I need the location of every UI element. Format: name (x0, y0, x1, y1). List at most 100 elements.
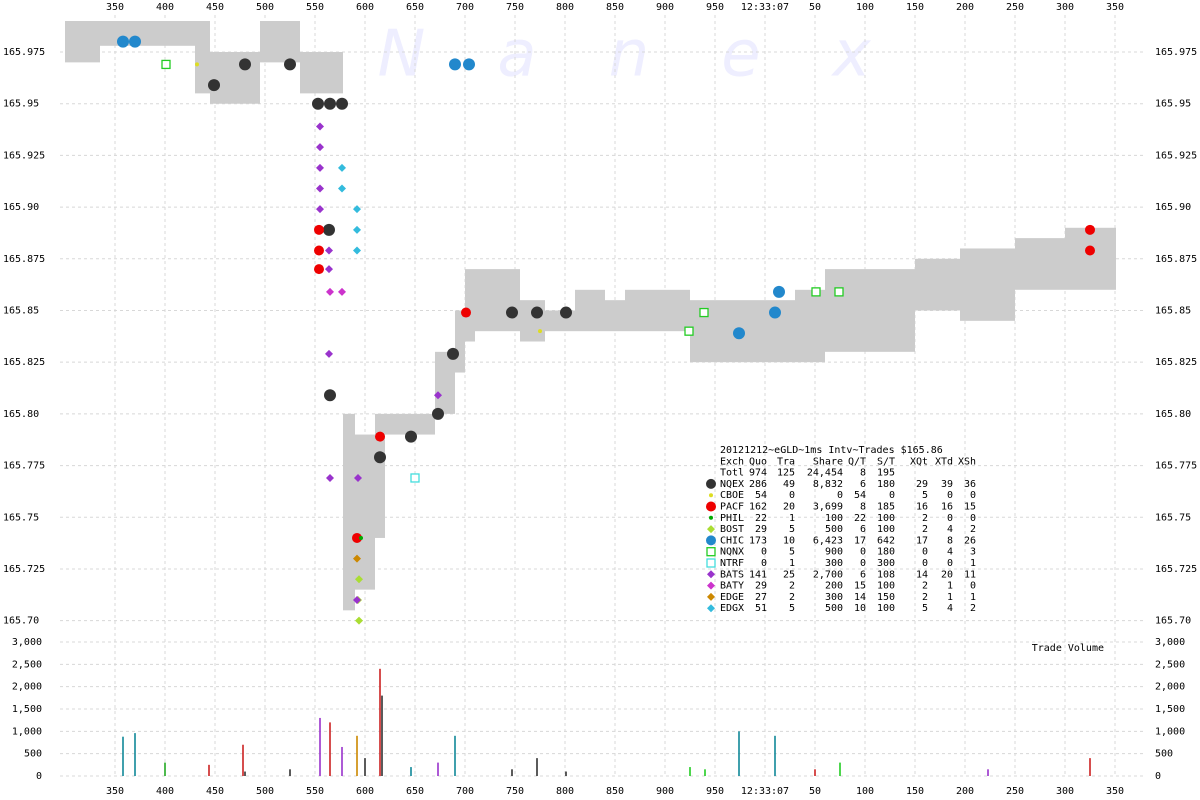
stats-column-header: Share (813, 456, 843, 467)
stats-cell: 11 (964, 569, 976, 580)
x-tick-label-bottom: 50 (809, 786, 821, 797)
trade-point (834, 287, 844, 297)
stats-cell: 1 (947, 581, 953, 592)
legend-marker (707, 570, 715, 579)
x-tick-label-bottom: 350 (1106, 786, 1124, 797)
stats-cell: 1 (970, 592, 976, 603)
stats-exch: BOST (720, 524, 744, 535)
y-tick-label-right: 165.80 (1155, 409, 1191, 420)
volume-bar (774, 735, 776, 776)
volume-bar (244, 771, 246, 776)
stats-cell: 0 (761, 558, 767, 569)
quote-band (375, 413, 385, 538)
volume-bar (839, 762, 841, 776)
y-tick-label-right: 165.775 (1155, 461, 1197, 472)
x-tick-label-bottom: 350 (106, 786, 124, 797)
y-tick-label-left: 165.70 (3, 616, 39, 627)
volume-bar (565, 771, 567, 776)
stats-cell: 500 (825, 603, 843, 614)
volume-tick-label-left: 0 (36, 771, 42, 782)
volume-bar (381, 695, 383, 776)
x-tick-label-top: 150 (906, 2, 924, 13)
stats-exch: NQEX (720, 479, 744, 490)
stats-cell: 24,454 (807, 468, 843, 479)
x-tick-label-top: 12:33:07 (741, 2, 789, 13)
trade-point (449, 58, 461, 71)
trade-point (699, 307, 709, 318)
stats-cell: 14 (916, 569, 928, 580)
trade-point (531, 306, 543, 319)
stats-cell: 5 (922, 603, 928, 614)
stats-cell: 150 (877, 592, 895, 603)
stats-cell: 4 (947, 603, 953, 614)
x-tick-label-bottom: 250 (1006, 786, 1024, 797)
quote-band (65, 21, 100, 63)
stats-exch: CBOE (720, 490, 744, 501)
stats-cell: 8,832 (813, 479, 843, 490)
stats-exch: EDGX (720, 603, 744, 614)
trade-point (316, 205, 324, 214)
volume-bar (164, 762, 166, 776)
volume-tick-label-right: 3,000 (1155, 637, 1185, 648)
trade-point (323, 223, 335, 236)
y-tick-label-right: 165.975 (1155, 47, 1197, 58)
trade-point (325, 349, 333, 358)
trade-point (324, 97, 336, 110)
trade-point (161, 59, 171, 70)
y-tick-label-left: 165.825 (3, 357, 45, 368)
stats-exch: BATS (720, 569, 744, 580)
trade-point (434, 391, 442, 400)
stats-cell: 1 (789, 513, 795, 524)
stats-cell: 5 (789, 524, 795, 535)
legend-marker (709, 493, 713, 498)
stats-cell: 8 (860, 502, 866, 513)
trade-point (355, 616, 363, 625)
legend-marker (706, 478, 716, 489)
x-tick-label-top: 850 (606, 2, 624, 13)
stats-cell: 0 (970, 513, 976, 524)
quote-band (520, 300, 545, 342)
x-tick-label-bottom: 700 (456, 786, 474, 797)
stats-cell: 15 (854, 581, 866, 592)
volume-bar (437, 762, 439, 776)
quote-band (575, 289, 605, 332)
trade-point (316, 184, 324, 193)
x-tick-label-bottom: 650 (406, 786, 424, 797)
stats-cell: 900 (825, 547, 843, 558)
y-tick-label-right: 165.90 (1155, 202, 1191, 213)
stats-cell: 974 (749, 468, 767, 479)
stats-cell: 2 (970, 524, 976, 535)
stats-cell: 0 (889, 490, 895, 501)
x-tick-label-top: 250 (1006, 2, 1024, 13)
stats-cell: 8 (860, 468, 866, 479)
quote-band (260, 21, 300, 63)
stats-exch: NTRF (720, 558, 744, 569)
stats-exch: NQNX (720, 547, 744, 558)
volume-bar (319, 717, 321, 776)
legend-marker (707, 525, 715, 534)
quote-band (915, 258, 960, 311)
trade-point (684, 326, 694, 336)
x-tick-label-top: 800 (556, 2, 574, 13)
volume-bar (1089, 758, 1091, 776)
stats-cell: 2 (922, 513, 928, 524)
legend-marker (707, 592, 715, 601)
volume-bar (410, 767, 412, 776)
stats-cell: 180 (877, 479, 895, 490)
volume-tick-label-left: 2,000 (12, 682, 42, 693)
quote-band (100, 21, 195, 46)
x-tick-label-top: 300 (1056, 2, 1074, 13)
volume-bar (987, 769, 989, 776)
stats-cell: 1 (789, 558, 795, 569)
trade-point (811, 287, 821, 297)
x-tick-label-bottom: 300 (1056, 786, 1074, 797)
volume-tick-label-left: 3,000 (12, 637, 42, 648)
trade-point (447, 347, 459, 360)
trade-point (359, 535, 363, 540)
stats-cell: 20 (783, 502, 795, 513)
x-tick-label-bottom: 150 (906, 786, 924, 797)
stats-cell: 195 (877, 468, 895, 479)
stats-cell: 1 (970, 558, 976, 569)
